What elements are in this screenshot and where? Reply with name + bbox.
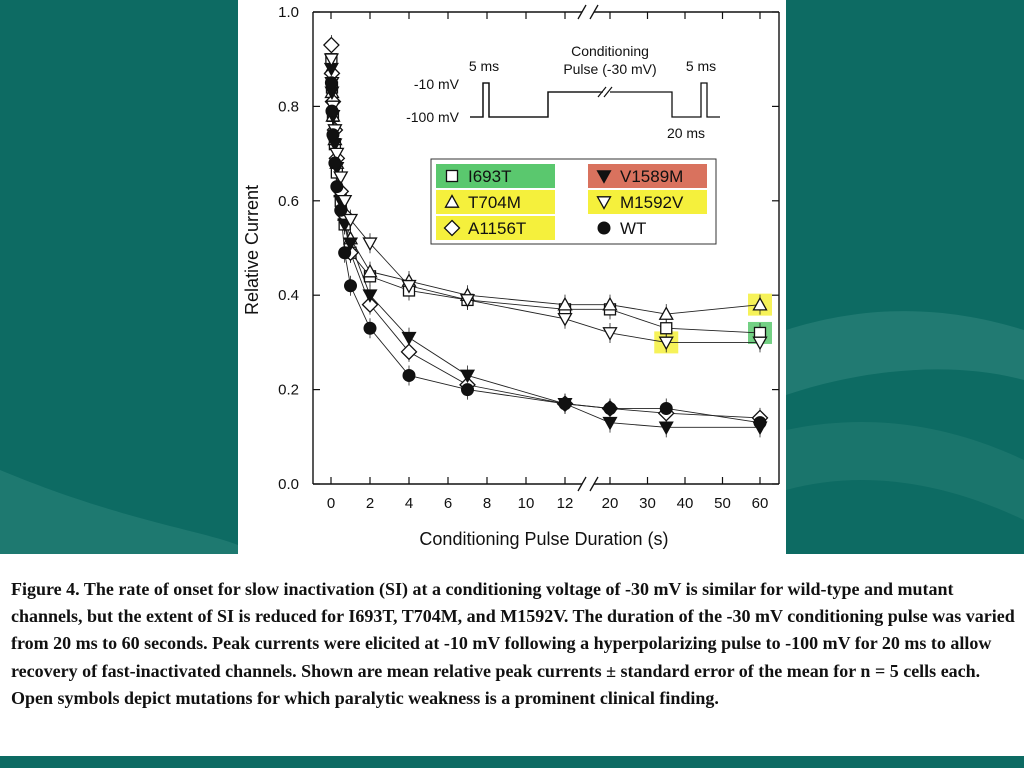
legend-label-m1592v: M1592V — [620, 193, 684, 212]
data-point-a1156t — [400, 343, 418, 361]
legend-label-a1156t: A1156T — [468, 219, 526, 238]
data-point-wt — [338, 246, 352, 260]
inset-label-minus10: -10 mV — [414, 76, 460, 92]
inset-label-conditioning: Conditioning — [571, 43, 649, 59]
inset-label-20ms: 20 ms — [667, 125, 705, 141]
y-tick-label: 0.0 — [278, 476, 299, 493]
y-tick-label: 0.8 — [278, 98, 299, 115]
relative-current-chart: 0.0 0.2 0.4 0.6 0.8 1.0 0 2 4 6 8 10 12 20 30 40 50 60 Con… — [242, 4, 780, 549]
data-point-v1589m — [401, 331, 417, 346]
data-point-v1589m — [342, 237, 359, 252]
x-tick-label: 50 — [714, 495, 731, 512]
data-point-m1592v — [401, 279, 417, 294]
x-tick-label: 4 — [405, 495, 413, 512]
x-tick-label: 8 — [483, 495, 491, 512]
data-point-a1156t — [361, 296, 379, 314]
data-point-t704m — [557, 296, 573, 311]
data-point-wt — [326, 128, 340, 142]
data-point-m1592v — [342, 213, 359, 228]
data-point-v1589m — [658, 421, 674, 436]
y-tick-label: 0.6 — [278, 193, 299, 210]
data-point-wt — [324, 76, 338, 90]
data-point-wt — [344, 279, 357, 293]
axis-break-mark — [589, 4, 599, 20]
data-point-wt — [334, 203, 348, 217]
data-point-t704m — [602, 296, 618, 311]
protocol-break-mark — [603, 86, 613, 98]
data-point-m1592v — [752, 336, 768, 351]
legend-marker-v1589m — [596, 170, 612, 184]
data-point-m1592v — [337, 194, 353, 209]
protocol-trace-path — [470, 82, 720, 118]
protocol-break-mark — [597, 86, 607, 98]
data-point-wt — [558, 397, 572, 411]
legend-marker-t704m — [444, 194, 460, 208]
x-tick-label: 20 — [602, 495, 619, 512]
legend-marker-wt — [597, 221, 611, 235]
legend-marker-m1592v — [596, 196, 612, 210]
data-point-m1592v — [329, 147, 345, 162]
legend: I693T T704M A1156T V1589M M1592V WT — [430, 158, 717, 245]
y-axis-label: Relative Current — [242, 185, 262, 315]
x-tick-label: 40 — [677, 495, 694, 512]
legend-marker-a1156t — [443, 219, 461, 237]
caption-panel — [0, 554, 1024, 756]
legend-label-t704m: T704M — [468, 193, 521, 212]
data-point-wt — [659, 401, 673, 415]
data-point-v1589m — [602, 416, 618, 431]
x-axis-label: Conditioning Pulse Duration (s) — [419, 529, 668, 549]
x-tick-label: 12 — [557, 495, 574, 512]
y-tick-label: 0.2 — [278, 382, 299, 399]
stimulation-protocol-inset: Conditioning Pulse (-30 mV) 5 ms 5 ms -1… — [406, 43, 720, 141]
axis-break-mark — [589, 476, 599, 492]
x-tick-label: 6 — [444, 495, 452, 512]
data-point-wt — [603, 401, 617, 415]
data-point-wt — [461, 383, 474, 397]
data-point-m1592v — [333, 171, 349, 186]
legend-label-wt: WT — [620, 219, 646, 238]
data-point-a1156t — [322, 36, 340, 54]
data-point-m1592v — [557, 312, 573, 327]
series-markers — [322, 36, 769, 436]
data-point-wt — [363, 321, 377, 335]
data-point-m1592v — [459, 294, 476, 308]
data-point-wt — [402, 368, 416, 382]
data-point-wt — [328, 156, 342, 170]
data-point-t704m — [658, 306, 674, 320]
x-tick-label: 10 — [518, 495, 535, 512]
plot-area: 0.0 0.2 0.4 0.6 0.8 1.0 0 2 4 6 8 10 12 20 30 40 50 60 Con… — [242, 4, 780, 549]
data-point-v1589m — [362, 289, 378, 303]
legend-marker-i693t — [445, 169, 459, 183]
inset-label-minus100: -100 mV — [406, 109, 460, 125]
figure-caption: Figure 4. The rate of onset for slow ina… — [11, 579, 1015, 708]
legend-label-v1589m: V1589M — [620, 167, 683, 186]
data-point-wt — [325, 104, 339, 118]
axis-break-mark — [577, 476, 587, 492]
data-point-wt — [330, 180, 344, 194]
bottom-band — [0, 756, 1024, 768]
x-tick-label: 0 — [327, 495, 335, 512]
data-point-m1592v — [323, 53, 339, 68]
data-point-t704m — [752, 296, 768, 311]
data-point-i693t — [660, 322, 673, 335]
data-point-t704m — [362, 263, 378, 278]
data-point-m1592v — [658, 336, 674, 351]
data-point-m1592v — [602, 327, 618, 341]
protocol-trace — [470, 82, 603, 118]
x-tick-label: 60 — [752, 495, 769, 512]
data-point-v1589m — [459, 369, 476, 384]
data-point-wt — [753, 416, 767, 430]
axis-break-mark — [577, 4, 587, 20]
data-point-m1592v — [362, 237, 378, 252]
series-line-v1589m — [330, 68, 760, 428]
legend-label-i693t: I693T — [468, 167, 511, 186]
inset-label-5ms-left: 5 ms — [469, 58, 499, 74]
inset-label-5ms-right: 5 ms — [686, 58, 716, 74]
y-tick-label: 0.4 — [278, 287, 299, 304]
x-tick-label: 2 — [366, 495, 374, 512]
inset-label-pulse: Pulse (-30 mV) — [563, 61, 656, 77]
y-tick-label: 1.0 — [278, 4, 299, 21]
x-tick-label: 30 — [639, 495, 656, 512]
